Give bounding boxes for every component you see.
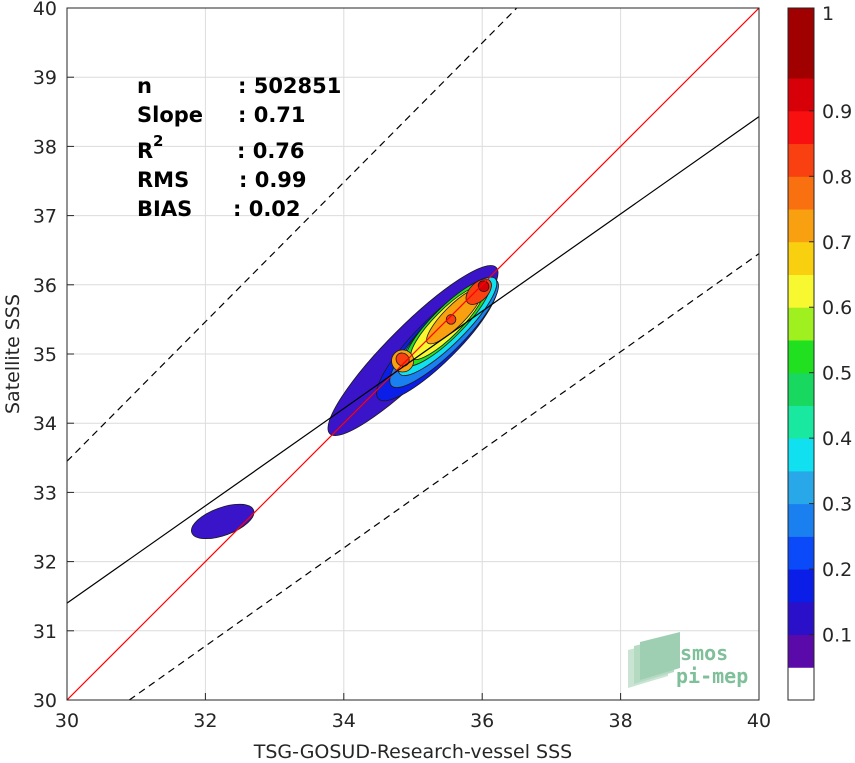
stats-box: n : 502851 Slope : 0.71 R 2 : 0.76 RMS :… bbox=[137, 74, 341, 221]
stat-bias-label: BIAS bbox=[137, 197, 192, 221]
x-tick-label-5: 40 bbox=[747, 710, 771, 732]
colorbar-tick-label-9: 1 bbox=[822, 3, 834, 25]
stat-rms-value: : 0.99 bbox=[239, 168, 307, 192]
logo-text-pimep: pi-mep bbox=[676, 664, 748, 688]
x-tick-label-4: 38 bbox=[609, 710, 633, 732]
y-tick-label-6: 36 bbox=[33, 275, 57, 297]
x-tick-label-1: 32 bbox=[193, 710, 217, 732]
colorbar-segment-10 bbox=[788, 307, 814, 341]
x-axis-label: TSG-GOSUD-Research-vessel SSS bbox=[253, 741, 573, 763]
regression-line bbox=[67, 116, 759, 604]
colorbar-frame bbox=[787, 7, 815, 701]
colorbar-segment-8 bbox=[788, 372, 814, 406]
y-tick-label-10: 40 bbox=[33, 0, 57, 20]
colorbar-segment-6 bbox=[788, 438, 814, 472]
colorbar-segment-3 bbox=[788, 536, 814, 570]
y-tick-label-5: 35 bbox=[33, 344, 57, 366]
stat-n-value: : 502851 bbox=[238, 74, 341, 98]
identity-line bbox=[67, 8, 759, 700]
stat-r2-label: R bbox=[137, 139, 153, 163]
colorbar-segment-empty bbox=[788, 667, 814, 700]
colorbar-segment-14 bbox=[788, 176, 814, 210]
colorbar-segment-5 bbox=[788, 470, 814, 505]
colorbar-segment-4 bbox=[788, 503, 814, 537]
x-tick-label-0: 30 bbox=[55, 710, 79, 732]
y-tick-label-0: 30 bbox=[33, 690, 57, 712]
stat-n-label: n bbox=[137, 74, 152, 98]
y-tick-label-3: 33 bbox=[33, 482, 57, 504]
y-axis-label: Satellite SSS bbox=[2, 294, 24, 414]
colorbar-tick-label-5: 0.6 bbox=[822, 297, 852, 319]
colorbar-segment-2 bbox=[788, 569, 814, 603]
colorbar-segment-16 bbox=[788, 110, 814, 145]
y-tick-label-7: 37 bbox=[33, 206, 57, 228]
upper-bound-line bbox=[67, 8, 518, 462]
stat-slope-label: Slope bbox=[137, 103, 203, 127]
colorbar-segment-0 bbox=[788, 634, 814, 668]
colorbar-tick-label-6: 0.7 bbox=[822, 232, 852, 254]
colorbar-tick-label-8: 0.9 bbox=[822, 101, 852, 123]
y-tick-label-8: 38 bbox=[33, 136, 57, 158]
colorbar-segment-12 bbox=[788, 241, 814, 275]
colorbar-segment-18 bbox=[788, 8, 814, 79]
colorbar-segment-15 bbox=[788, 143, 814, 177]
colorbar-tick-label-4: 0.5 bbox=[822, 363, 852, 385]
stat-bias-value: : 0.02 bbox=[233, 197, 301, 221]
x-tick-label-3: 36 bbox=[470, 710, 494, 732]
stat-r2-value: : 0.76 bbox=[237, 139, 305, 163]
colorbar-segment-17 bbox=[788, 78, 814, 112]
colorbar-segment-11 bbox=[788, 274, 814, 308]
y-tick-label-2: 32 bbox=[33, 552, 57, 574]
y-tick-label-1: 31 bbox=[33, 621, 57, 643]
colorbar-tick-label-0: 0.1 bbox=[822, 625, 852, 647]
grid-lines bbox=[67, 8, 759, 700]
colorbar-tick-label-2: 0.3 bbox=[822, 494, 852, 516]
y-tick-label-4: 34 bbox=[33, 413, 57, 435]
smos-pi-mep-logo: smos pi-mep bbox=[628, 632, 748, 688]
colorbar-tick-label-1: 0.2 bbox=[822, 559, 852, 581]
logo-text-smos: smos bbox=[680, 641, 728, 665]
density-contour-1 bbox=[191, 503, 255, 540]
x-axis-ticks: 30 32 34 36 38 40 bbox=[55, 693, 771, 732]
colorbar-tick-label-3: 0.4 bbox=[822, 428, 852, 450]
lower-bound-line bbox=[128, 253, 759, 700]
y-tick-label-9: 39 bbox=[33, 67, 57, 89]
colorbar-segment-7 bbox=[788, 405, 814, 439]
logo-waves-icon bbox=[628, 632, 680, 688]
colorbar-tick-label-7: 0.8 bbox=[822, 166, 852, 188]
colorbar-segment-13 bbox=[788, 209, 814, 243]
colorbar-segment-1 bbox=[788, 601, 814, 636]
colorbar: 0.1 0.2 0.3 0.4 0.5 0.6 0.7 0.8 0.9 1 bbox=[787, 3, 852, 701]
reference-lines bbox=[67, 8, 759, 700]
density-contour-11 bbox=[445, 314, 457, 325]
density-contour-12 bbox=[477, 280, 490, 292]
stat-rms-label: RMS bbox=[137, 168, 189, 192]
y-axis-ticks: 30 31 32 33 34 35 36 37 38 39 40 bbox=[33, 0, 74, 712]
x-tick-label-2: 34 bbox=[332, 710, 356, 732]
stat-r2-sup: 2 bbox=[153, 132, 163, 150]
density-contours bbox=[191, 265, 499, 540]
colorbar-segment-9 bbox=[788, 339, 814, 374]
stat-slope-value: : 0.71 bbox=[238, 103, 306, 127]
